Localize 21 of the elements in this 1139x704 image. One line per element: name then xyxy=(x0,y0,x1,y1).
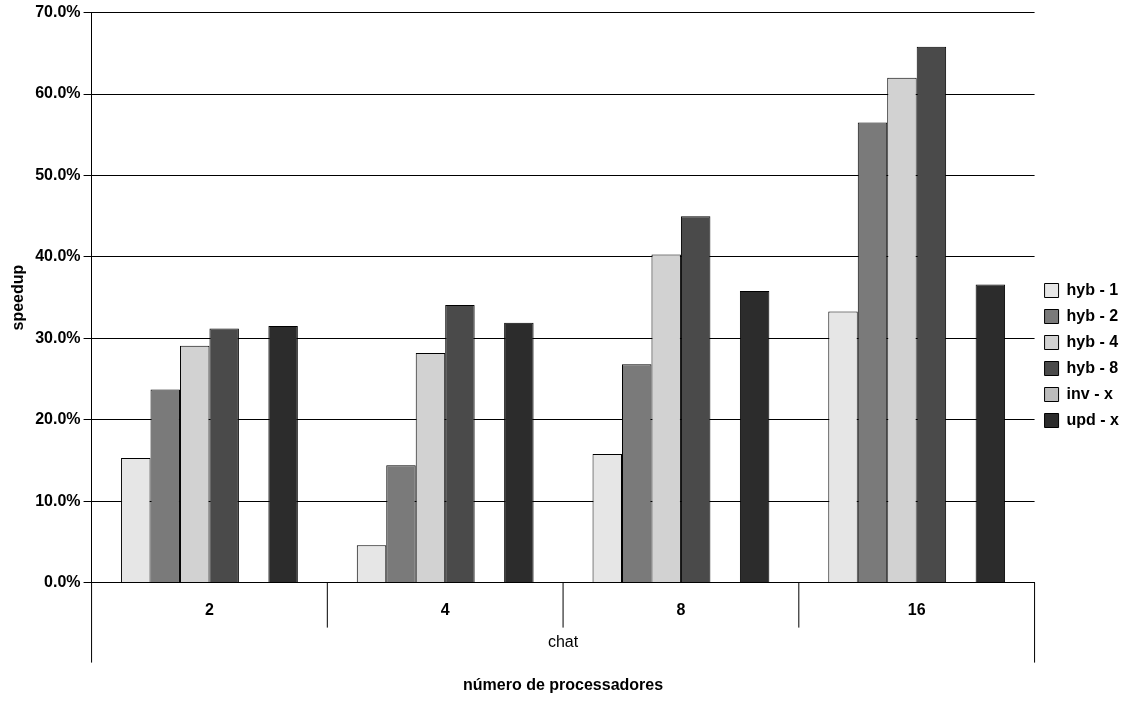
legend-label: hyb - 2 xyxy=(1066,306,1119,324)
x-tick-label: 4 xyxy=(440,600,450,618)
y-tick-label: 40.0% xyxy=(35,247,81,265)
x-tick-label: 16 xyxy=(907,600,926,618)
legend-label: hyb - 4 xyxy=(1066,332,1119,350)
legend-label: upd - x xyxy=(1066,410,1120,428)
y-axis-title: speedup xyxy=(9,264,27,331)
y-tick-label: 60.0% xyxy=(35,84,81,102)
legend-label: inv - x xyxy=(1066,384,1113,402)
x-axis-title: número de processadores xyxy=(463,675,664,693)
legend-label: hyb - 1 xyxy=(1066,280,1119,298)
x-tick-label: 2 xyxy=(204,600,214,618)
text: chat xyxy=(547,632,579,650)
y-tick-label: 20.0% xyxy=(35,410,81,428)
y-tick-label: 0.0% xyxy=(44,573,81,591)
y-tick-label: 30.0% xyxy=(35,328,81,346)
y-tick-label: 10.0% xyxy=(35,491,81,509)
x-tick-label: 8 xyxy=(676,600,686,618)
y-tick-label: 50.0% xyxy=(35,165,81,183)
legend-label: hyb - 8 xyxy=(1066,358,1119,376)
y-tick-label: 70.0% xyxy=(35,3,81,21)
